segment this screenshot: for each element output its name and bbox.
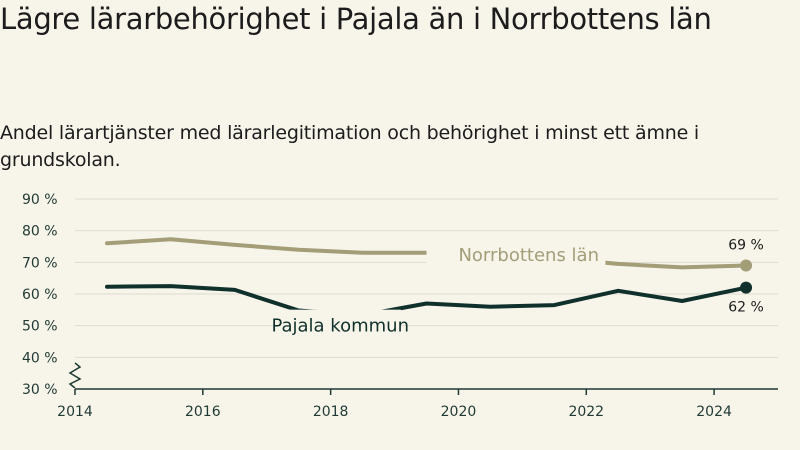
x-tick-label: 2016	[185, 404, 221, 420]
x-tick-label: 2022	[568, 404, 604, 420]
x-tick-label: 2024	[696, 404, 732, 420]
series-line	[105, 284, 748, 318]
y-tick-label: 60 %	[22, 287, 58, 303]
series-end-value-label: 69 %	[728, 238, 764, 254]
chart-title: Lägre lärarbehörighet i Pajala än i Norr…	[0, 2, 712, 36]
series-end-value-label: 62 %	[728, 300, 764, 316]
x-tick-label: 2014	[57, 404, 93, 420]
y-tick-label: 30 %	[22, 382, 58, 398]
axis-break-icon	[68, 362, 82, 389]
x-axis-ticks: 2014 2016 2018 2020 2022 2024	[57, 362, 778, 420]
series-end-point	[740, 259, 753, 272]
series-labels: Norrbottens län 69 % Pajala kommun 62 %	[271, 238, 763, 337]
label-backdrop	[426, 239, 606, 266]
y-tick-label: 80 %	[22, 224, 58, 240]
x-tick-label: 2020	[441, 404, 477, 420]
chart-subtitle: Andel lärartjänster med lärarlegitimatio…	[0, 122, 700, 171]
y-axis-ticks: 30 % 40 % 50 % 60 % 70 % 80 % 90 %	[22, 192, 58, 398]
series-lines	[105, 237, 748, 336]
y-tick-label: 90 %	[22, 192, 58, 208]
y-tick-label: 50 %	[22, 319, 58, 335]
gridlines	[75, 198, 778, 358]
label-backdrop	[279, 309, 401, 336]
x-tick-label: 2018	[313, 404, 349, 420]
series-name-label: Pajala kommun	[271, 316, 409, 337]
series-name-label: Norrbottens län	[458, 245, 599, 266]
y-tick-label: 70 %	[22, 255, 58, 271]
y-tick-label: 40 %	[22, 350, 58, 366]
series-end-point	[740, 281, 753, 294]
